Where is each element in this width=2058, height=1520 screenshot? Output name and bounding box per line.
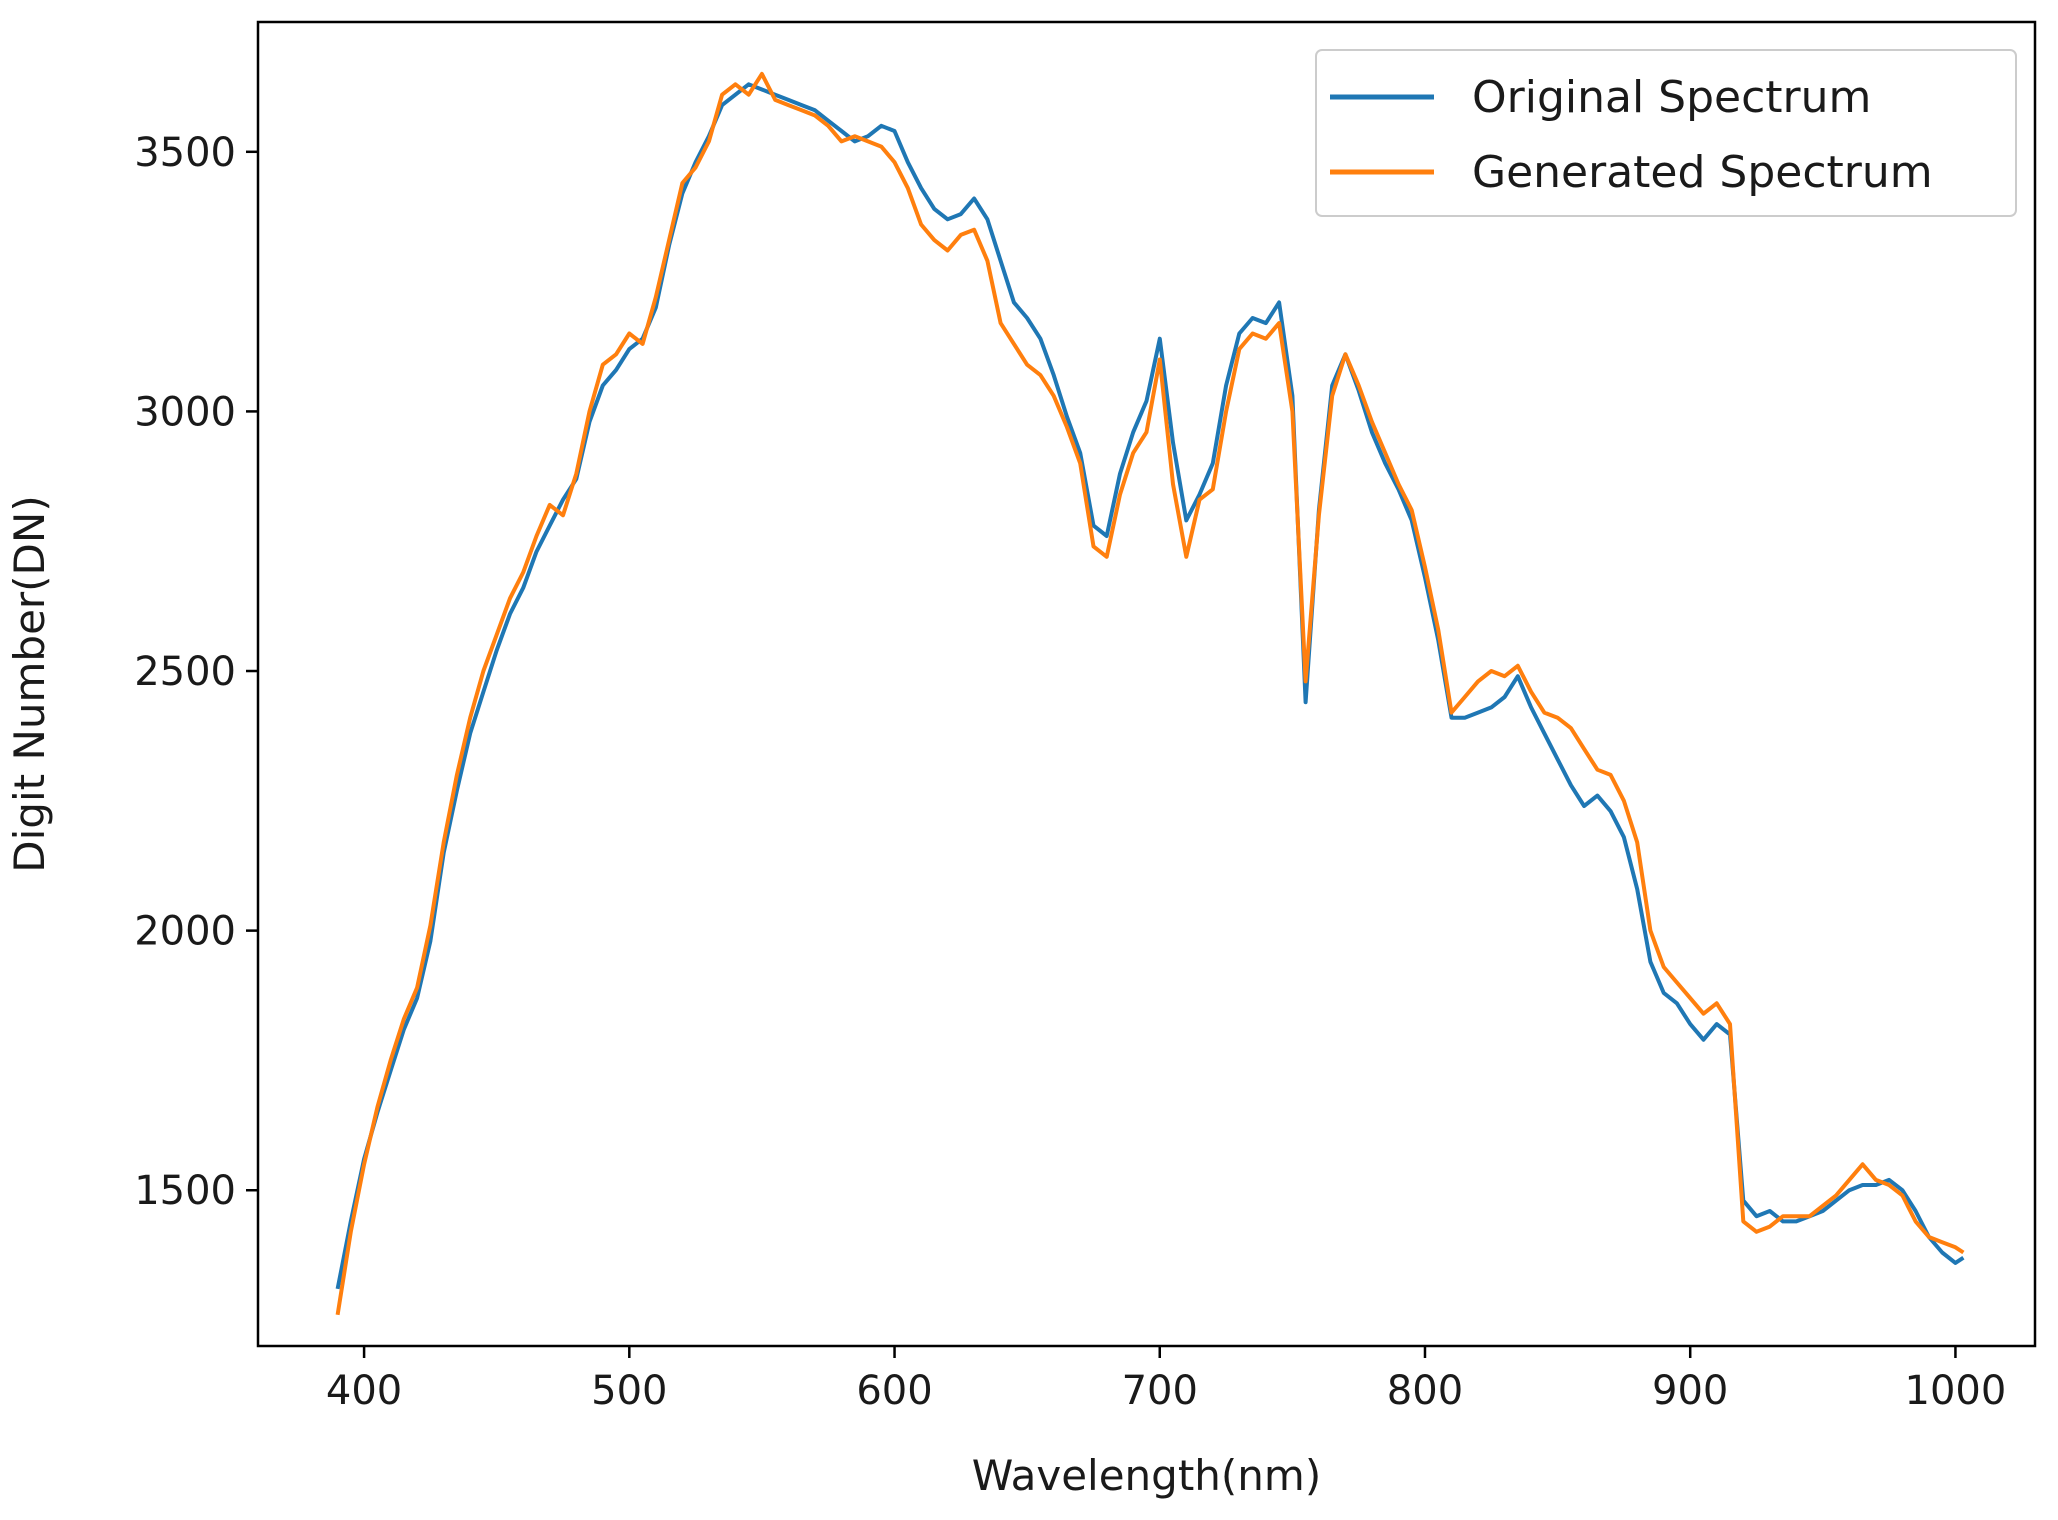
x-axis-ticks: 400 500 600 700 800 900 1000 [326, 1346, 2006, 1414]
y-tick-label: 2000 [134, 909, 236, 955]
legend: Original Spectrum Generated Spectrum [1315, 49, 2017, 217]
legend-box [1315, 49, 2017, 217]
legend-entry-original: Original Spectrum [1472, 72, 1871, 123]
x-axis-label: Wavelength(nm) [972, 1451, 1321, 1500]
plot-area [335, 71, 1965, 1316]
y-tick-label: 2500 [134, 649, 236, 695]
series-line-generated [335, 71, 1965, 1316]
legend-entry-generated: Generated Spectrum [1472, 147, 1933, 198]
plot-frame [256, 20, 2037, 1348]
y-axis-ticks: 1500 2000 2500 3000 3500 [134, 130, 258, 1214]
x-tick-label: 400 [326, 1368, 402, 1414]
series-line-original [335, 82, 1965, 1290]
y-tick-label: 3000 [134, 389, 236, 435]
y-axis-label: Digit Number(DN) [5, 495, 54, 872]
x-tick-label: 1000 [1905, 1368, 2007, 1414]
x-tick-label: 700 [1122, 1368, 1198, 1414]
x-tick-label: 600 [856, 1368, 932, 1414]
x-tick-label: 500 [591, 1368, 667, 1414]
y-tick-label: 3500 [134, 130, 236, 176]
x-tick-label: 800 [1387, 1368, 1463, 1414]
x-tick-label: 900 [1652, 1368, 1728, 1414]
y-tick-label: 1500 [134, 1168, 236, 1214]
